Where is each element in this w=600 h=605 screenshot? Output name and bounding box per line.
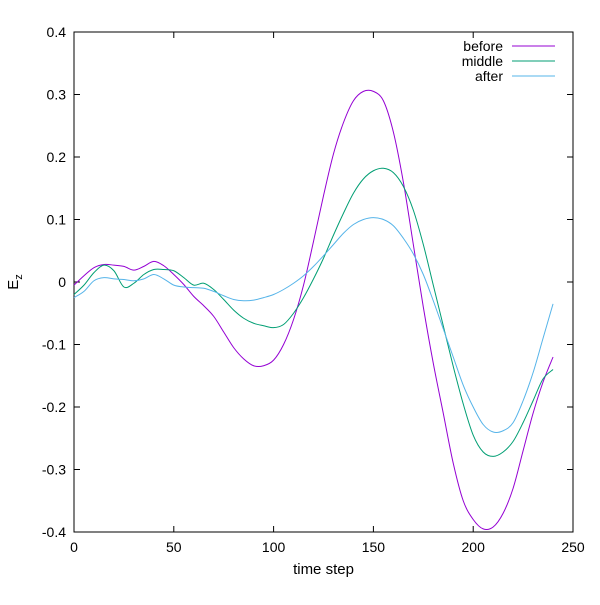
series-line-middle bbox=[73, 167, 554, 457]
y-tick-label: -0.2 bbox=[42, 399, 66, 415]
y-tick-label: 0 bbox=[58, 274, 66, 290]
x-axis-label: time step bbox=[293, 561, 354, 578]
plot-frame bbox=[73, 31, 574, 533]
y-tick-label: 0.4 bbox=[47, 24, 67, 40]
y-axis-label-main: E bbox=[5, 280, 22, 290]
x-tick-label: 200 bbox=[462, 539, 486, 555]
series-line-before bbox=[73, 89, 554, 531]
legend-label-middle: middle bbox=[462, 53, 503, 69]
x-tick-label: 150 bbox=[362, 539, 386, 555]
y-axis-label: Ez bbox=[5, 274, 25, 290]
y-tick-label: -0.4 bbox=[42, 524, 66, 540]
y-tick-label: 0.2 bbox=[47, 149, 67, 165]
series-layer bbox=[73, 89, 554, 531]
y-tick-label: 0.3 bbox=[47, 87, 67, 103]
x-tick-label: 0 bbox=[70, 539, 78, 555]
y-axis-label-subscript: z bbox=[13, 274, 25, 280]
y-tick-label: -0.3 bbox=[42, 462, 66, 478]
y-tick-label: -0.1 bbox=[42, 337, 66, 353]
series-line-after bbox=[73, 217, 554, 433]
x-tick-label: 100 bbox=[262, 539, 286, 555]
legend-label-before: before bbox=[463, 38, 503, 54]
x-tick-label: 50 bbox=[166, 539, 182, 555]
y-tick-label: 0.1 bbox=[47, 212, 67, 228]
legend-label-after: after bbox=[475, 68, 503, 84]
ticks-layer: 0 50 100 150 200 250 -0.4 -0.3 -0.2 -0.1 0 0.1 0.2 0.… bbox=[42, 24, 585, 555]
x-tick-label: 250 bbox=[561, 539, 585, 555]
